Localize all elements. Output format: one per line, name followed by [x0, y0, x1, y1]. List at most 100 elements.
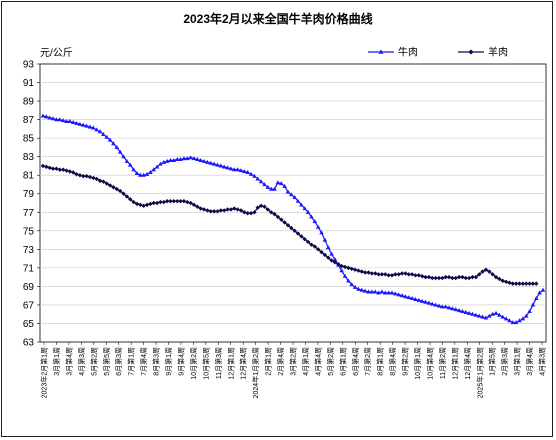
data-point — [339, 263, 344, 269]
data-point — [406, 295, 412, 300]
data-point — [376, 272, 381, 277]
x-tick-label: 8月第4周 — [388, 347, 397, 376]
data-point — [423, 299, 428, 304]
plot-area — [39, 63, 547, 343]
data-point — [476, 313, 482, 318]
x-tick-label: 9月第2周 — [401, 347, 410, 376]
data-point — [208, 209, 213, 214]
data-point — [117, 188, 123, 194]
data-point — [533, 296, 539, 301]
data-point — [332, 257, 338, 262]
data-point — [403, 271, 408, 276]
data-point — [97, 129, 103, 134]
data-point — [228, 207, 234, 212]
x-tick-label: 7月第4周 — [139, 347, 148, 376]
data-point — [40, 163, 46, 169]
data-point — [513, 320, 519, 325]
data-point — [235, 207, 240, 212]
data-point — [101, 132, 106, 137]
data-point — [356, 286, 361, 291]
data-point — [490, 272, 495, 277]
data-point — [409, 296, 415, 301]
data-point — [356, 268, 361, 273]
data-point — [292, 195, 297, 200]
data-point — [91, 175, 96, 181]
data-point — [44, 114, 49, 119]
data-point — [430, 275, 435, 281]
data-point — [315, 247, 321, 252]
data-point — [255, 205, 260, 210]
data-point — [258, 203, 264, 208]
data-point — [513, 281, 519, 286]
x-tick-label: 8月第3周 — [152, 347, 161, 376]
x-tick-label: 10月第2周 — [189, 347, 198, 380]
legend-item: 羊肉 — [458, 46, 508, 59]
data-point — [349, 282, 355, 287]
data-point — [463, 275, 469, 281]
data-point — [198, 206, 203, 211]
data-point — [205, 208, 210, 213]
data-point — [346, 265, 351, 271]
data-point — [466, 275, 472, 281]
data-point — [517, 318, 522, 323]
data-point — [456, 308, 462, 313]
data-point — [510, 320, 516, 325]
data-point — [295, 198, 301, 203]
data-point — [403, 294, 408, 299]
data-point — [225, 207, 230, 212]
data-point — [282, 220, 287, 225]
data-point — [268, 186, 274, 191]
x-tick-label: 3月第4周 — [525, 347, 534, 376]
x-tick-label: 5月第5周 — [102, 347, 111, 376]
data-point — [87, 174, 93, 180]
data-point — [279, 217, 284, 222]
data-point — [50, 116, 56, 121]
series-mutton — [40, 163, 539, 286]
data-point — [158, 161, 163, 166]
data-point — [60, 118, 66, 123]
x-tick-label: 10月第5周 — [201, 347, 210, 380]
y-tick-label: 71 — [23, 263, 35, 274]
data-point — [493, 274, 499, 280]
data-point — [480, 269, 485, 274]
data-point — [74, 120, 79, 125]
data-point — [329, 251, 334, 256]
data-point — [57, 167, 62, 172]
x-tick-label: 12月第4周 — [239, 347, 248, 380]
data-point — [386, 290, 391, 295]
data-point — [309, 214, 314, 219]
data-point — [231, 167, 237, 172]
data-point — [396, 272, 401, 277]
data-point — [111, 141, 116, 146]
data-point — [362, 270, 368, 275]
data-point — [429, 301, 435, 306]
data-point — [57, 117, 63, 122]
data-point — [463, 309, 469, 314]
data-point — [242, 210, 247, 215]
data-point — [426, 300, 432, 305]
x-tick-label: 7月第1周 — [127, 347, 136, 376]
data-point — [245, 210, 250, 216]
data-point — [453, 307, 459, 312]
data-point — [54, 117, 59, 122]
data-point — [302, 206, 308, 211]
data-point — [497, 276, 502, 282]
data-point — [148, 201, 153, 207]
data-point — [101, 179, 106, 184]
data-point — [500, 278, 505, 284]
data-point — [366, 289, 371, 294]
data-point — [104, 181, 109, 186]
y-tick-label: 85 — [23, 134, 35, 145]
data-point — [373, 271, 378, 276]
y-tick-label: 69 — [23, 282, 35, 293]
data-point — [423, 274, 428, 280]
data-point — [503, 316, 509, 321]
series-group — [40, 113, 546, 325]
x-tick-label: 2月第3周 — [500, 347, 509, 376]
data-point — [215, 162, 220, 167]
x-tick-label: 12月第1周 — [226, 347, 235, 380]
data-point — [305, 239, 311, 245]
y-tick-label: 89 — [23, 97, 35, 108]
data-point — [84, 173, 89, 179]
data-point — [483, 315, 489, 320]
